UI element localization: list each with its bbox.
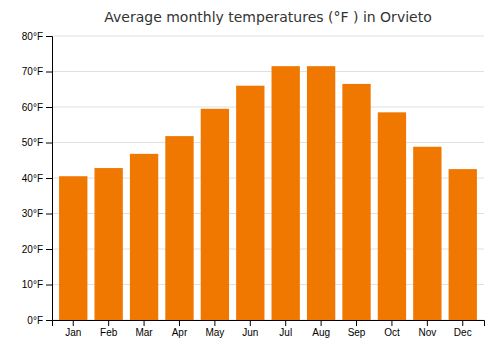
x-tick: Aug	[312, 320, 330, 338]
tick-mark	[391, 320, 392, 326]
tick-label: May	[205, 327, 224, 338]
bar	[342, 84, 370, 320]
bar	[449, 169, 477, 320]
tick-mark	[46, 36, 52, 37]
tick-mark	[356, 320, 357, 326]
tick-mark	[46, 178, 52, 179]
y-tick: 30°F	[22, 208, 52, 219]
tick-mark	[144, 320, 145, 326]
tick-mark	[46, 214, 52, 215]
tick-label: Jan	[65, 327, 81, 338]
x-tick: May	[205, 320, 224, 338]
grid-line	[52, 107, 484, 108]
grid-line	[52, 142, 484, 143]
tick-mark	[321, 320, 322, 326]
y-tick: 40°F	[22, 173, 52, 184]
tick-label: Mar	[135, 327, 153, 338]
tick-mark	[462, 320, 463, 326]
x-tick: Mar	[135, 320, 153, 338]
tick-label: Nov	[418, 327, 436, 338]
bar	[59, 176, 87, 320]
bar	[165, 136, 193, 320]
x-tick: Jun	[242, 320, 258, 338]
x-axis: Jan Feb Mar Apr May Jun Jul Aug Sep Oct Nov Dec	[53, 320, 485, 338]
x-tick: Feb	[100, 320, 118, 338]
tick-mark	[46, 107, 52, 108]
tick-label: Apr	[172, 327, 188, 338]
axis-line	[46, 37, 53, 321]
tick-mark	[46, 143, 52, 144]
chart-container: 0°F 10°F 20°F 30°F 40°F 50°F 60°F 70°F 80°F Jan Fe…	[0, 0, 500, 350]
tick-label: Dec	[454, 327, 472, 338]
tick-label: 10°F	[22, 279, 43, 290]
x-tick: Nov	[418, 320, 436, 338]
bar	[94, 168, 122, 320]
bar	[236, 86, 264, 320]
bars	[59, 66, 477, 320]
bar	[272, 66, 300, 320]
bar	[378, 112, 406, 320]
title: Average monthly temperatures (°F ) in Or…	[104, 9, 431, 25]
y-tick: 70°F	[22, 66, 52, 77]
tick-mark	[427, 320, 428, 326]
tick-mark	[108, 320, 109, 326]
tick-mark	[214, 320, 215, 326]
x-tick: Oct	[384, 320, 400, 338]
chart-svg: 0°F 10°F 20°F 30°F 40°F 50°F 60°F 70°F 80°F Jan Fe…	[0, 0, 500, 350]
tick-label: Aug	[312, 327, 330, 338]
x-tick: Jul	[279, 320, 292, 338]
tick-label: 40°F	[22, 173, 43, 184]
x-tick: Dec	[454, 320, 472, 338]
tick-label: Feb	[100, 327, 118, 338]
tick-label: 80°F	[22, 31, 43, 42]
x-tick: Sep	[348, 320, 366, 338]
y-tick: 80°F	[22, 31, 52, 42]
tick-mark	[46, 285, 52, 286]
y-tick: 60°F	[22, 102, 52, 113]
tick-label: 30°F	[22, 208, 43, 219]
bar	[307, 66, 335, 320]
axis-line	[53, 321, 485, 327]
y-tick: 10°F	[22, 279, 52, 290]
bar	[130, 154, 158, 320]
y-axis: 0°F 10°F 20°F 30°F 40°F 50°F 60°F 70°F 80°F	[22, 31, 53, 326]
grid	[52, 36, 484, 320]
y-tick: 50°F	[22, 137, 52, 148]
bar	[201, 109, 229, 320]
tick-label: 70°F	[22, 66, 43, 77]
grid-line	[52, 36, 484, 37]
x-tick: Jan	[65, 320, 81, 338]
tick-label: 50°F	[22, 137, 43, 148]
bar	[413, 147, 441, 320]
tick-mark	[46, 320, 52, 321]
tick-label: Sep	[348, 327, 366, 338]
tick-label: 0°F	[27, 315, 43, 326]
tick-mark	[250, 320, 251, 326]
tick-label: Jul	[279, 327, 292, 338]
plot-area: 0°F 10°F 20°F 30°F 40°F 50°F 60°F 70°F 80°F Jan Fe…	[22, 31, 485, 338]
tick-label: Oct	[384, 327, 400, 338]
tick-mark	[73, 320, 74, 326]
tick-label: 20°F	[22, 244, 43, 255]
tick-mark	[46, 72, 52, 73]
tick-mark	[285, 320, 286, 326]
tick-label: 60°F	[22, 102, 43, 113]
x-tick: Apr	[172, 320, 188, 338]
tick-mark	[46, 249, 52, 250]
tick-mark	[179, 320, 180, 326]
y-tick: 0°F	[27, 315, 52, 326]
y-tick: 20°F	[22, 244, 52, 255]
grid-line	[52, 71, 484, 72]
tick-label: Jun	[242, 327, 258, 338]
